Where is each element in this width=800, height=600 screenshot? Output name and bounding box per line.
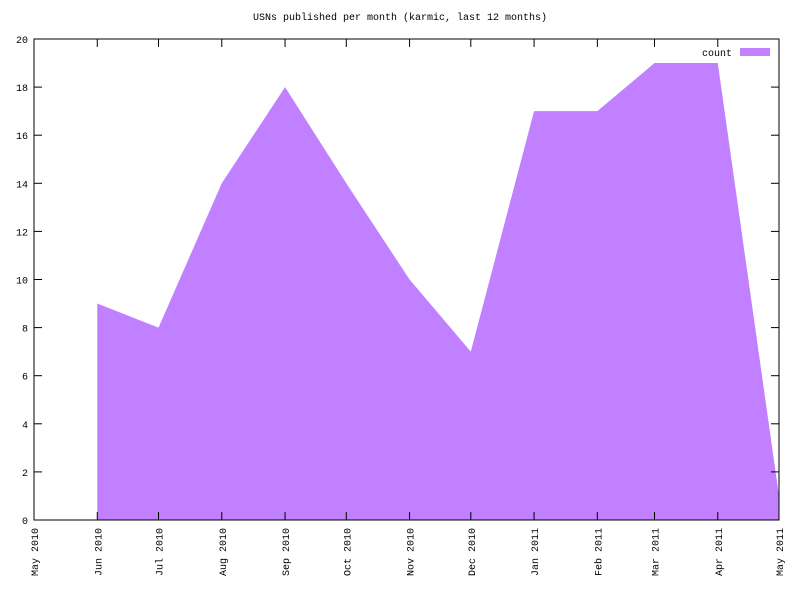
area — [97, 63, 779, 521]
y-tick-label: 10 — [16, 277, 28, 288]
y-tick-label: 2 — [22, 469, 28, 480]
x-tick-label: Jun 2010 — [94, 528, 105, 576]
x-tick-label: Apr 2011 — [715, 528, 726, 576]
x-tick-label: Mar 2011 — [651, 528, 662, 576]
y-tick-label: 4 — [22, 421, 28, 432]
x-tick-label: Sep 2010 — [282, 528, 293, 576]
x-tick-label: Jul 2010 — [155, 528, 167, 576]
chart-title: USNs published per month (karmic, last 1… — [253, 12, 547, 24]
y-tick-label: 0 — [22, 517, 28, 528]
x-tick-label: May 2011 — [776, 528, 787, 576]
x-tick-label: Feb 2011 — [593, 528, 605, 576]
legend-label: count — [702, 49, 732, 60]
y-tick-label: 6 — [22, 373, 28, 384]
y-tick-label: 14 — [16, 180, 28, 191]
x-tick-label: Oct 2010 — [343, 528, 354, 576]
y-tick-label: 16 — [16, 132, 28, 143]
x-tick-label: Dec 2010 — [468, 528, 479, 576]
x-tick-label: May 2010 — [31, 528, 42, 576]
y-tick-label: 18 — [16, 84, 28, 95]
x-tick-label: Aug 2010 — [219, 528, 230, 576]
x-tick-label: Jan 2011 — [531, 528, 542, 576]
x-tick-label: Nov 2010 — [407, 528, 418, 576]
y-tick-label: 20 — [16, 36, 28, 47]
y-tick-label: 8 — [22, 325, 28, 336]
legend-swatch — [740, 48, 770, 56]
y-tick-label: 12 — [16, 228, 28, 239]
